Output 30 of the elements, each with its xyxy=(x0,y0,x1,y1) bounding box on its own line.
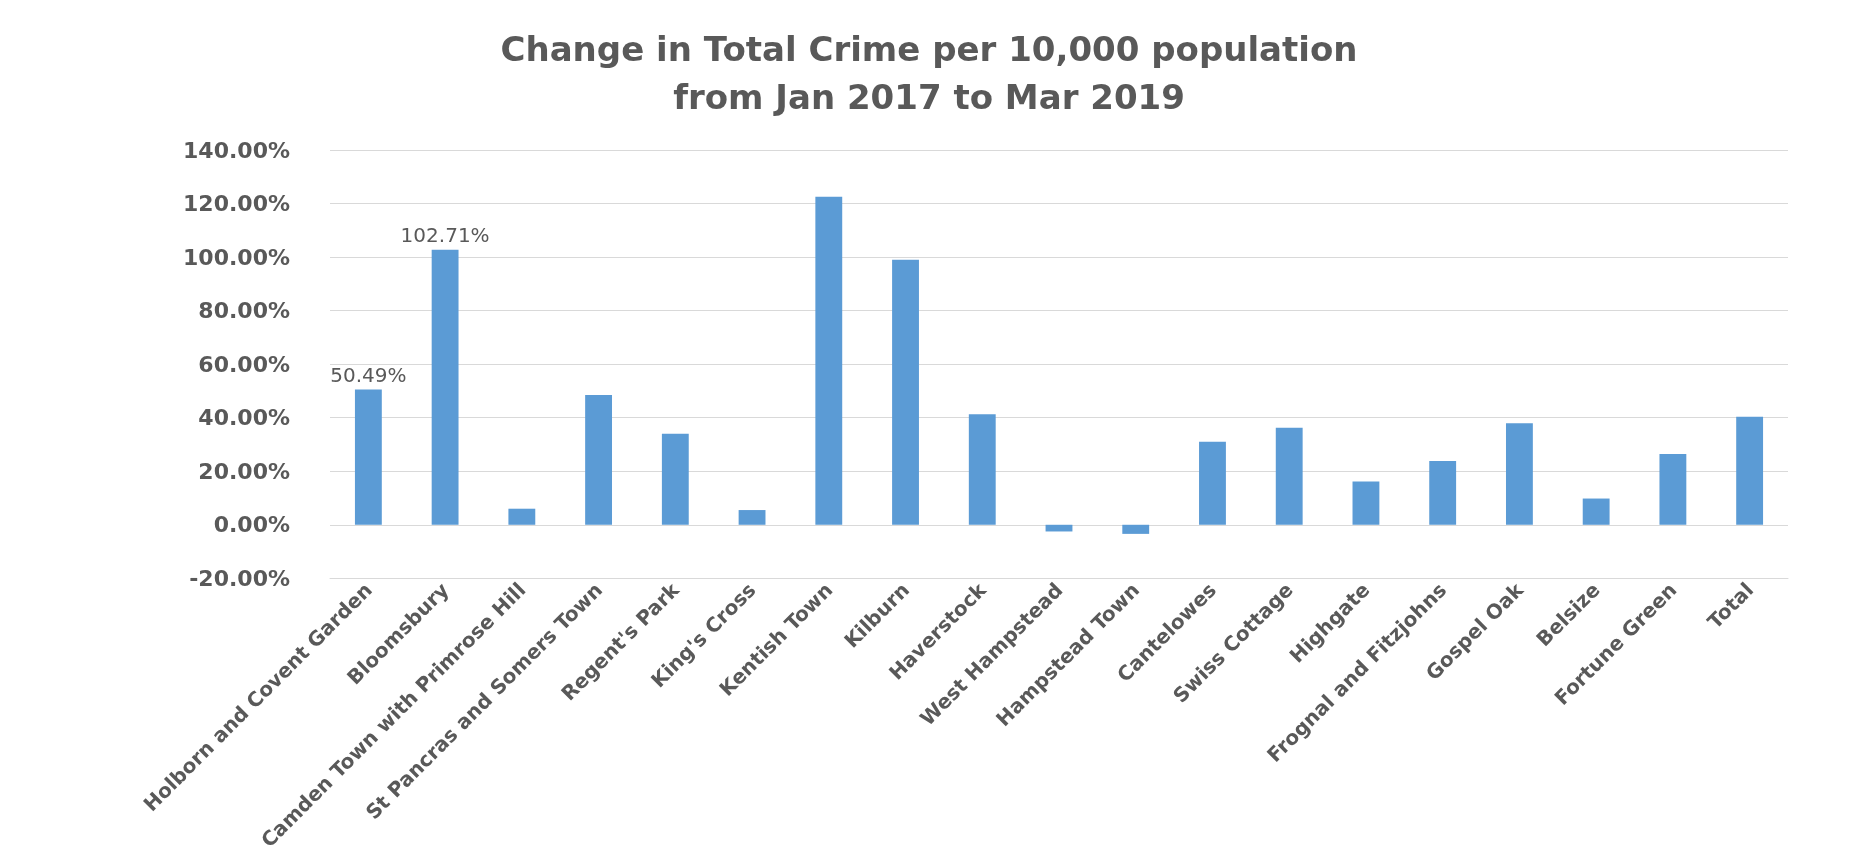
bar xyxy=(1582,498,1610,525)
bar xyxy=(815,196,843,525)
data-label: 50.49% xyxy=(330,362,407,387)
bar xyxy=(1199,441,1226,525)
bar xyxy=(968,414,996,525)
bar xyxy=(1736,416,1764,525)
data-label: 102.71% xyxy=(400,222,490,247)
y-tick-label: 0.00% xyxy=(213,512,290,538)
bar xyxy=(1659,454,1687,525)
y-tick-label: -20.00% xyxy=(189,565,290,591)
bar xyxy=(508,508,536,525)
y-tick-label: 20.00% xyxy=(198,458,290,484)
bar xyxy=(1122,524,1150,534)
y-tick-label: 80.00% xyxy=(198,298,290,324)
y-tick-label: 60.00% xyxy=(198,351,290,377)
bar xyxy=(1352,481,1380,525)
bar xyxy=(1429,461,1457,525)
chart-title: Change in Total Crime per 10,000 population from Jan 2017 to Mar 2019 xyxy=(500,29,1358,117)
bar xyxy=(1505,423,1533,525)
bar xyxy=(431,249,459,525)
bar xyxy=(738,510,766,525)
y-tick-label: 140.00% xyxy=(183,137,290,163)
bar xyxy=(661,433,689,525)
y-tick-label: 100.00% xyxy=(183,244,290,270)
bar xyxy=(1275,427,1303,525)
bar xyxy=(585,394,613,525)
y-tick-label: 40.00% xyxy=(198,405,290,431)
y-tick-label: 120.00% xyxy=(183,191,290,217)
bar xyxy=(892,259,919,525)
bar xyxy=(354,389,382,525)
